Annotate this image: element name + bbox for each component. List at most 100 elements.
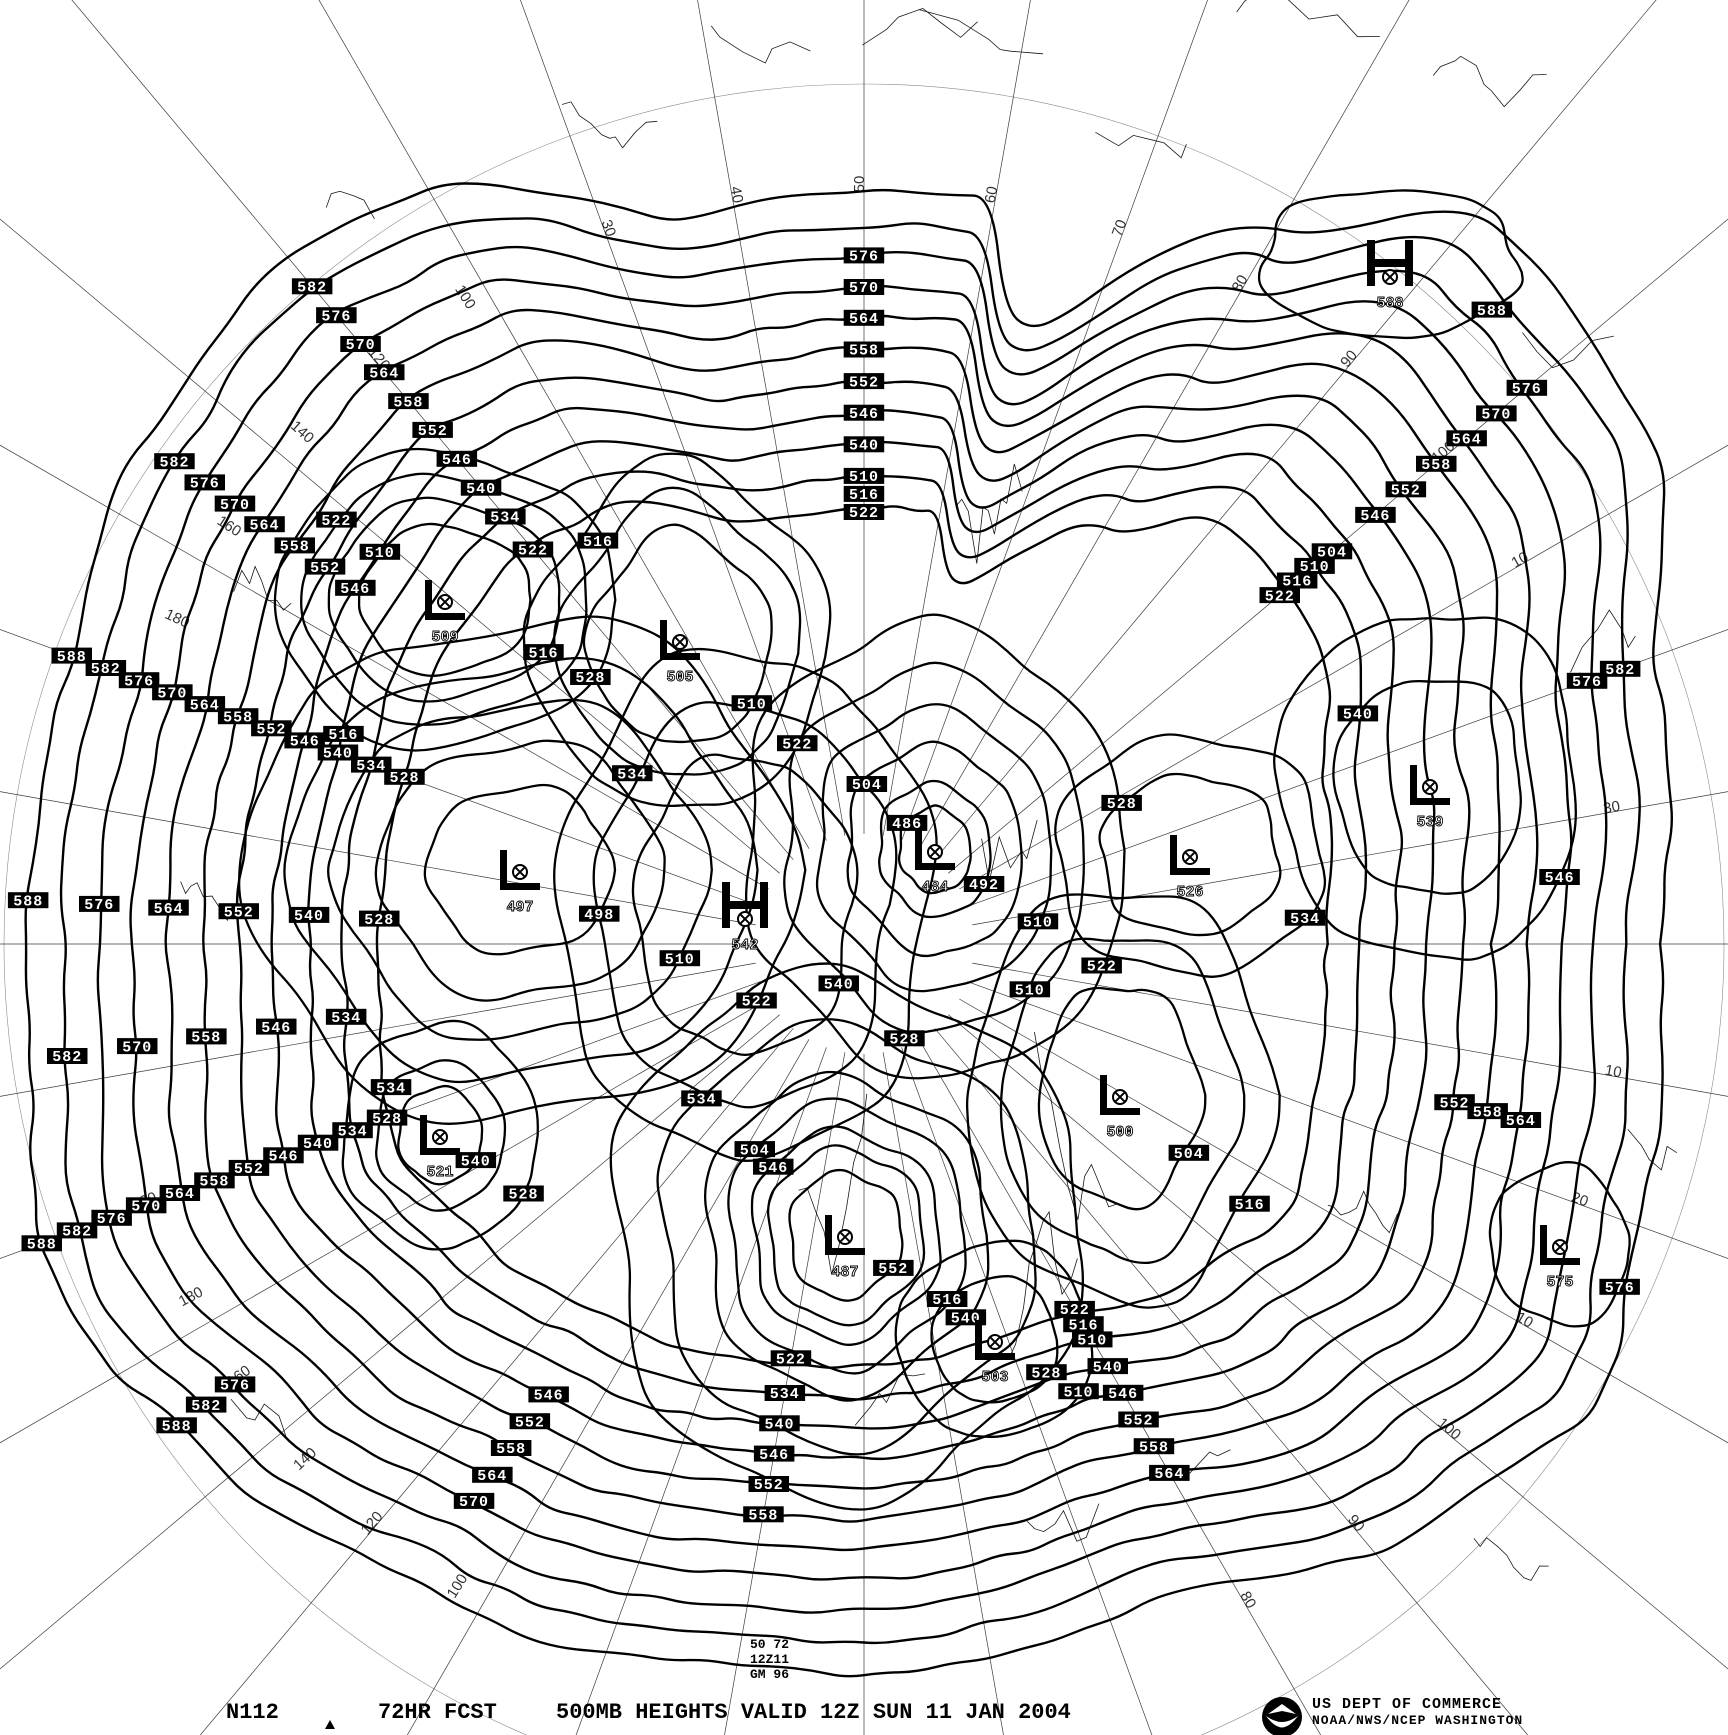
svg-text:540: 540 <box>824 977 854 994</box>
svg-text:521: 521 <box>426 1164 453 1181</box>
svg-text:552: 552 <box>418 423 448 440</box>
svg-text:576: 576 <box>97 1211 127 1228</box>
svg-text:516: 516 <box>932 1292 962 1309</box>
svg-text:540: 540 <box>294 908 324 925</box>
svg-text:120: 120 <box>357 1508 386 1538</box>
svg-text:546: 546 <box>290 734 320 751</box>
svg-text:552: 552 <box>234 1161 264 1178</box>
svg-text:504: 504 <box>852 777 882 794</box>
svg-text:516: 516 <box>849 487 879 504</box>
svg-text:588: 588 <box>57 649 87 666</box>
svg-text:546: 546 <box>340 581 370 598</box>
svg-text:576: 576 <box>84 897 114 914</box>
svg-text:558: 558 <box>748 1508 778 1525</box>
svg-text:526: 526 <box>1176 884 1203 901</box>
svg-text:588: 588 <box>162 1419 192 1436</box>
svg-text:516: 516 <box>328 727 358 744</box>
svg-text:484: 484 <box>921 879 948 896</box>
svg-text:528: 528 <box>1107 796 1137 813</box>
svg-text:582: 582 <box>52 1049 82 1066</box>
svg-text:522: 522 <box>742 994 772 1011</box>
svg-text:558: 558 <box>849 343 879 360</box>
svg-text:564: 564 <box>154 901 184 918</box>
svg-text:540: 540 <box>323 746 353 763</box>
svg-text:510: 510 <box>1077 1333 1107 1350</box>
svg-text:570: 570 <box>1481 407 1511 424</box>
svg-text:516: 516 <box>1068 1317 1098 1334</box>
svg-text:GM 96: GM 96 <box>750 1667 789 1682</box>
svg-text:497: 497 <box>506 899 533 916</box>
svg-text:570: 570 <box>346 337 376 354</box>
svg-text:564: 564 <box>369 365 399 382</box>
svg-text:582: 582 <box>159 454 189 471</box>
svg-text:576: 576 <box>220 1378 250 1395</box>
svg-text:510: 510 <box>1023 915 1053 932</box>
svg-text:492: 492 <box>969 877 999 894</box>
svg-text:540: 540 <box>461 1153 491 1170</box>
svg-text:558: 558 <box>1473 1104 1503 1121</box>
svg-text:552: 552 <box>1123 1413 1153 1430</box>
svg-text:534: 534 <box>376 1080 406 1097</box>
svg-text:558: 558 <box>199 1174 229 1191</box>
svg-text:522: 522 <box>321 513 351 530</box>
svg-text:509: 509 <box>431 629 458 646</box>
svg-text:546: 546 <box>849 406 879 423</box>
svg-text:540: 540 <box>1343 707 1373 724</box>
svg-text:552: 552 <box>878 1261 908 1278</box>
svg-text:576: 576 <box>1605 1280 1635 1297</box>
svg-text:522: 522 <box>782 736 812 753</box>
svg-text:534: 534 <box>356 758 386 775</box>
svg-text:558: 558 <box>191 1030 221 1047</box>
svg-text:540: 540 <box>303 1136 333 1153</box>
svg-text:552: 552 <box>849 374 879 391</box>
svg-text:528: 528 <box>372 1111 402 1128</box>
svg-text:90: 90 <box>1337 347 1361 371</box>
svg-text:534: 534 <box>338 1123 368 1140</box>
svg-text:510: 510 <box>737 696 767 713</box>
svg-text:558: 558 <box>1421 457 1451 474</box>
svg-text:534: 534 <box>617 766 647 783</box>
svg-text:564: 564 <box>477 1468 507 1485</box>
svg-text:546: 546 <box>442 452 472 469</box>
svg-text:546: 546 <box>759 1447 789 1464</box>
svg-text:528: 528 <box>364 912 394 929</box>
svg-text:505: 505 <box>666 669 693 686</box>
svg-text:NOAA/NWS/NCEP WASHINGTON: NOAA/NWS/NCEP WASHINGTON <box>1312 1713 1523 1728</box>
svg-text:522: 522 <box>1265 588 1295 605</box>
svg-text:546: 546 <box>261 1020 291 1037</box>
svg-text:534: 534 <box>770 1386 800 1403</box>
svg-text:546: 546 <box>758 1160 788 1177</box>
svg-text:552: 552 <box>1391 483 1421 500</box>
svg-text:500: 500 <box>1106 1124 1133 1141</box>
svg-text:534: 534 <box>1290 911 1320 928</box>
svg-text:510: 510 <box>849 469 879 486</box>
svg-text:40: 40 <box>727 185 747 204</box>
svg-text:552: 552 <box>224 904 254 921</box>
svg-text:516: 516 <box>1235 1197 1265 1214</box>
svg-text:576: 576 <box>1512 381 1542 398</box>
svg-text:576: 576 <box>124 673 154 690</box>
svg-text:546: 546 <box>534 1388 564 1405</box>
svg-text:500MB HEIGHTS VALID 12Z SUN 11: 500MB HEIGHTS VALID 12Z SUN 11 JAN 2004 <box>556 1700 1071 1725</box>
svg-text:552: 552 <box>1439 1095 1469 1112</box>
svg-text:510: 510 <box>1015 983 1045 1000</box>
svg-text:540: 540 <box>466 481 496 498</box>
svg-text:576: 576 <box>321 308 351 325</box>
svg-text:510: 510 <box>1063 1384 1093 1401</box>
svg-text:570: 570 <box>157 686 187 703</box>
svg-text:540: 540 <box>849 438 879 455</box>
svg-text:570: 570 <box>122 1039 152 1056</box>
svg-text:570: 570 <box>220 497 250 514</box>
svg-text:504: 504 <box>740 1142 770 1159</box>
svg-text:552: 552 <box>754 1477 784 1494</box>
svg-text:564: 564 <box>849 311 879 328</box>
svg-text:528: 528 <box>1031 1365 1061 1382</box>
svg-text:564: 564 <box>1154 1466 1184 1483</box>
svg-text:552: 552 <box>256 722 286 739</box>
svg-text:540: 540 <box>764 1417 794 1434</box>
svg-text:588: 588 <box>1477 303 1507 320</box>
svg-text:558: 558 <box>280 539 310 556</box>
svg-text:588: 588 <box>27 1237 57 1254</box>
svg-text:582: 582 <box>1605 662 1635 679</box>
svg-text:558: 558 <box>1139 1439 1169 1456</box>
